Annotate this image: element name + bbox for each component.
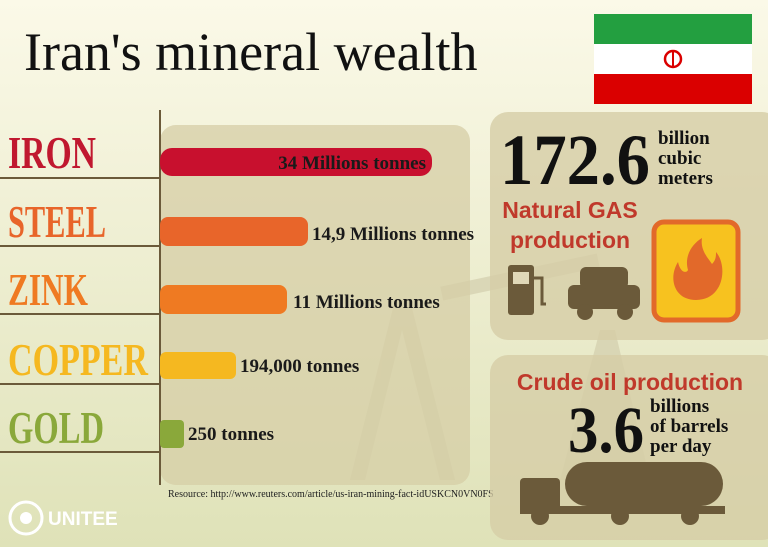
logo: UNITEE xyxy=(8,500,118,536)
logo-text: UNITEE xyxy=(48,509,118,530)
title: Iran's mineral wealth xyxy=(24,22,478,82)
gas-value: 172.6 xyxy=(500,120,650,200)
amount-label: 250 tonnes xyxy=(188,424,274,445)
oil-label: Crude oil production xyxy=(517,369,743,395)
bar xyxy=(160,352,236,379)
amount-label: 11 Millions tonnes xyxy=(293,292,440,313)
rules xyxy=(0,177,160,453)
gas-unit: cubic xyxy=(658,148,701,169)
source: Resource: http://www.reuters.com/article… xyxy=(168,489,494,500)
amount-label: 14,9 Millions tonnes xyxy=(312,224,474,245)
flame xyxy=(673,238,723,300)
gas-label: Natural GAS xyxy=(502,197,637,223)
mineral-name: STEEL xyxy=(8,196,106,247)
bar-panel xyxy=(160,125,470,485)
bar xyxy=(160,420,184,448)
bar xyxy=(160,217,308,246)
mineral-name: IRON xyxy=(8,127,96,178)
bar xyxy=(160,285,287,314)
oil-unit: billions xyxy=(650,396,709,417)
iran-flag xyxy=(594,14,752,104)
gas-unit: meters xyxy=(658,168,713,189)
amount-label: 34 Millions tonnes xyxy=(278,153,426,174)
oil-unit: per day xyxy=(650,436,712,457)
gas-unit: billion xyxy=(658,128,710,149)
mineral-name: GOLD xyxy=(8,402,104,453)
gas-label: production xyxy=(510,227,630,253)
icons xyxy=(508,265,640,320)
mineral-name: ZINK xyxy=(8,264,88,315)
amount-label: 194,000 tonnes xyxy=(240,356,359,377)
oil-value: 3.6 xyxy=(568,394,644,467)
oil-unit: of barrels xyxy=(650,416,728,437)
tanker-truck xyxy=(520,462,725,525)
bar xyxy=(160,148,432,176)
mineral-name: COPPER xyxy=(8,334,149,385)
